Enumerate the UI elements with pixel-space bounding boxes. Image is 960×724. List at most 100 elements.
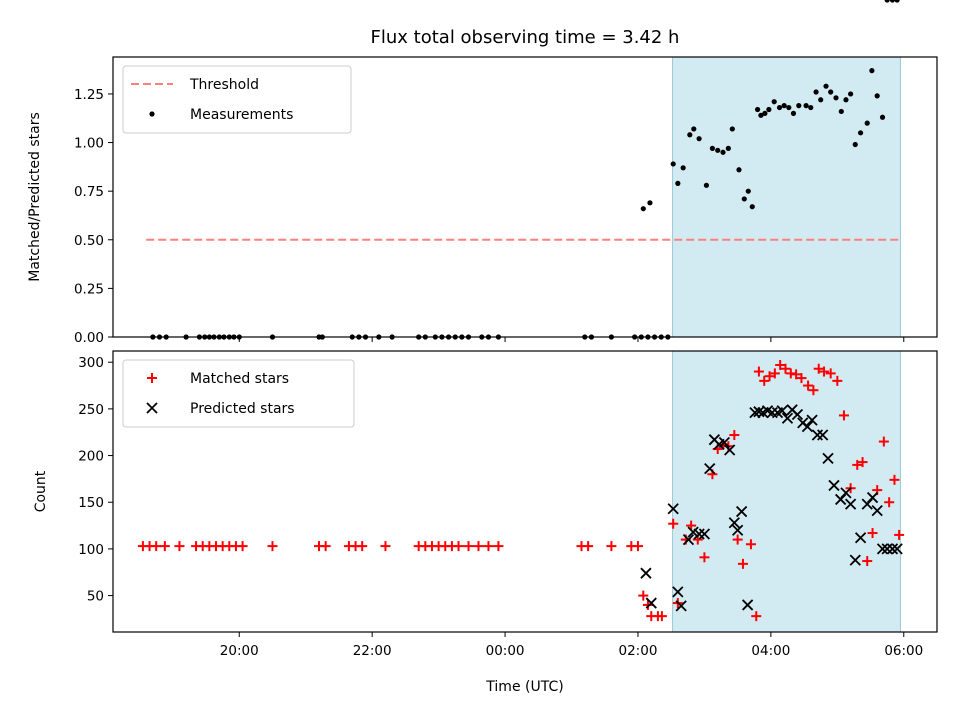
matched-star-point — [862, 556, 873, 567]
matched-star-point — [320, 541, 331, 552]
x-b — [735, 505, 748, 518]
y-tick-label: 300 — [78, 355, 104, 371]
matched-star-point — [832, 375, 843, 386]
x-tick-label: 20:00 — [220, 643, 259, 659]
measurement-point — [703, 182, 710, 188]
measurement-point — [796, 103, 802, 109]
plot-frame — [112, 350, 938, 633]
matched-star-point — [638, 590, 649, 601]
x-b — [749, 406, 761, 419]
matched-star-point — [751, 611, 762, 622]
matched-star-point — [493, 541, 504, 552]
matched-star-point — [668, 518, 679, 529]
x-b — [886, 543, 899, 555]
highlight-span — [672, 56, 901, 338]
measurement-point — [729, 126, 735, 132]
matched-star-point — [867, 528, 878, 539]
matched-star-point — [759, 375, 770, 386]
x-tick-label: 22:00 — [353, 643, 392, 659]
measurement-point — [776, 104, 783, 111]
x-b — [732, 524, 744, 536]
matched-star-point — [267, 541, 278, 552]
matched-star-point — [606, 541, 617, 552]
predicted-star-point — [822, 452, 834, 464]
y-tick-label: 100 — [78, 542, 104, 558]
matched-star-point — [819, 366, 830, 377]
x-b — [741, 599, 754, 611]
measurement-point — [675, 180, 681, 186]
x-b — [791, 408, 804, 421]
x-b — [693, 528, 705, 540]
x-b — [817, 429, 829, 441]
measurement-point — [725, 145, 731, 151]
matched-star-point — [838, 410, 849, 421]
matched-star-point — [825, 368, 836, 379]
matched-star-point — [857, 457, 868, 468]
x-b — [776, 405, 788, 417]
matched-star-point — [780, 363, 791, 374]
predicted-star-point — [728, 517, 740, 529]
y-tick-label: 200 — [78, 449, 104, 465]
chart-title: Flux total observing time = 3.42 h — [371, 27, 680, 48]
measurement-point — [640, 206, 646, 212]
x-b — [891, 543, 903, 555]
matched-star-point — [729, 430, 740, 441]
matched-star-point — [473, 541, 484, 552]
matched-star-point — [237, 541, 248, 552]
predicted-star-point — [806, 414, 818, 426]
legend-box — [122, 65, 352, 134]
predicted-star-point — [640, 567, 652, 579]
matched-star-point — [889, 474, 900, 485]
legend-label: Predicted stars — [190, 401, 295, 417]
highlight-span — [672, 350, 901, 633]
x-b — [871, 505, 883, 517]
measurement-point — [869, 68, 875, 74]
matched-star-point — [463, 541, 474, 552]
predicted-star-point — [704, 462, 716, 475]
y-tick-label: 50 — [87, 589, 104, 605]
matched-star-point — [775, 360, 786, 371]
x-b — [781, 412, 794, 424]
predicted-star-point — [682, 533, 695, 546]
x-b — [761, 405, 774, 417]
matched-star-point — [583, 541, 594, 552]
measurement-point — [879, 114, 886, 120]
y-tick-label: 0.25 — [74, 281, 104, 297]
predicted-star-point — [817, 429, 829, 441]
matched-star-point — [453, 541, 464, 552]
measurement-point — [874, 93, 880, 99]
matched-star-point — [852, 459, 863, 470]
x-tick-label: 06:00 — [884, 643, 923, 659]
x-b — [854, 532, 867, 544]
predicted-star-point — [672, 586, 684, 598]
matched-star-point — [878, 436, 889, 447]
x-b — [667, 503, 679, 515]
predicted-star-point — [735, 505, 748, 518]
predicted-star-point — [698, 528, 711, 540]
x-b — [753, 406, 765, 418]
measurement-point — [766, 106, 772, 113]
x-b — [687, 526, 699, 538]
ratio-panel: 0.00 0.25 0.50 0.75 1.00 1.25 Matched/Predicte… — [27, 0, 938, 346]
matched-star-point — [803, 380, 814, 391]
x-b — [840, 487, 852, 499]
x-b — [801, 420, 814, 433]
measurement-point — [848, 91, 854, 97]
predicted-star-point — [724, 444, 736, 456]
y-axis-label: Matched/Predicted stars — [27, 112, 43, 282]
measurement-point — [843, 97, 849, 103]
matched-star-point — [380, 541, 391, 552]
series-predicted-stars — [640, 404, 903, 612]
x-b — [645, 597, 657, 609]
matched-star-point — [737, 558, 748, 569]
legend: Threshold Measurements — [122, 65, 352, 134]
measurement-point — [833, 95, 839, 101]
predicted-star-point — [675, 600, 687, 612]
x-tick-label: 00:00 — [486, 643, 525, 659]
measurement-point — [771, 99, 777, 105]
y-tick-label: 150 — [78, 495, 104, 511]
matched-star-point — [894, 529, 905, 540]
matched-star-point — [483, 541, 494, 552]
measurement-point — [828, 89, 834, 95]
legend: Matched stars Predicted stars — [122, 359, 355, 428]
